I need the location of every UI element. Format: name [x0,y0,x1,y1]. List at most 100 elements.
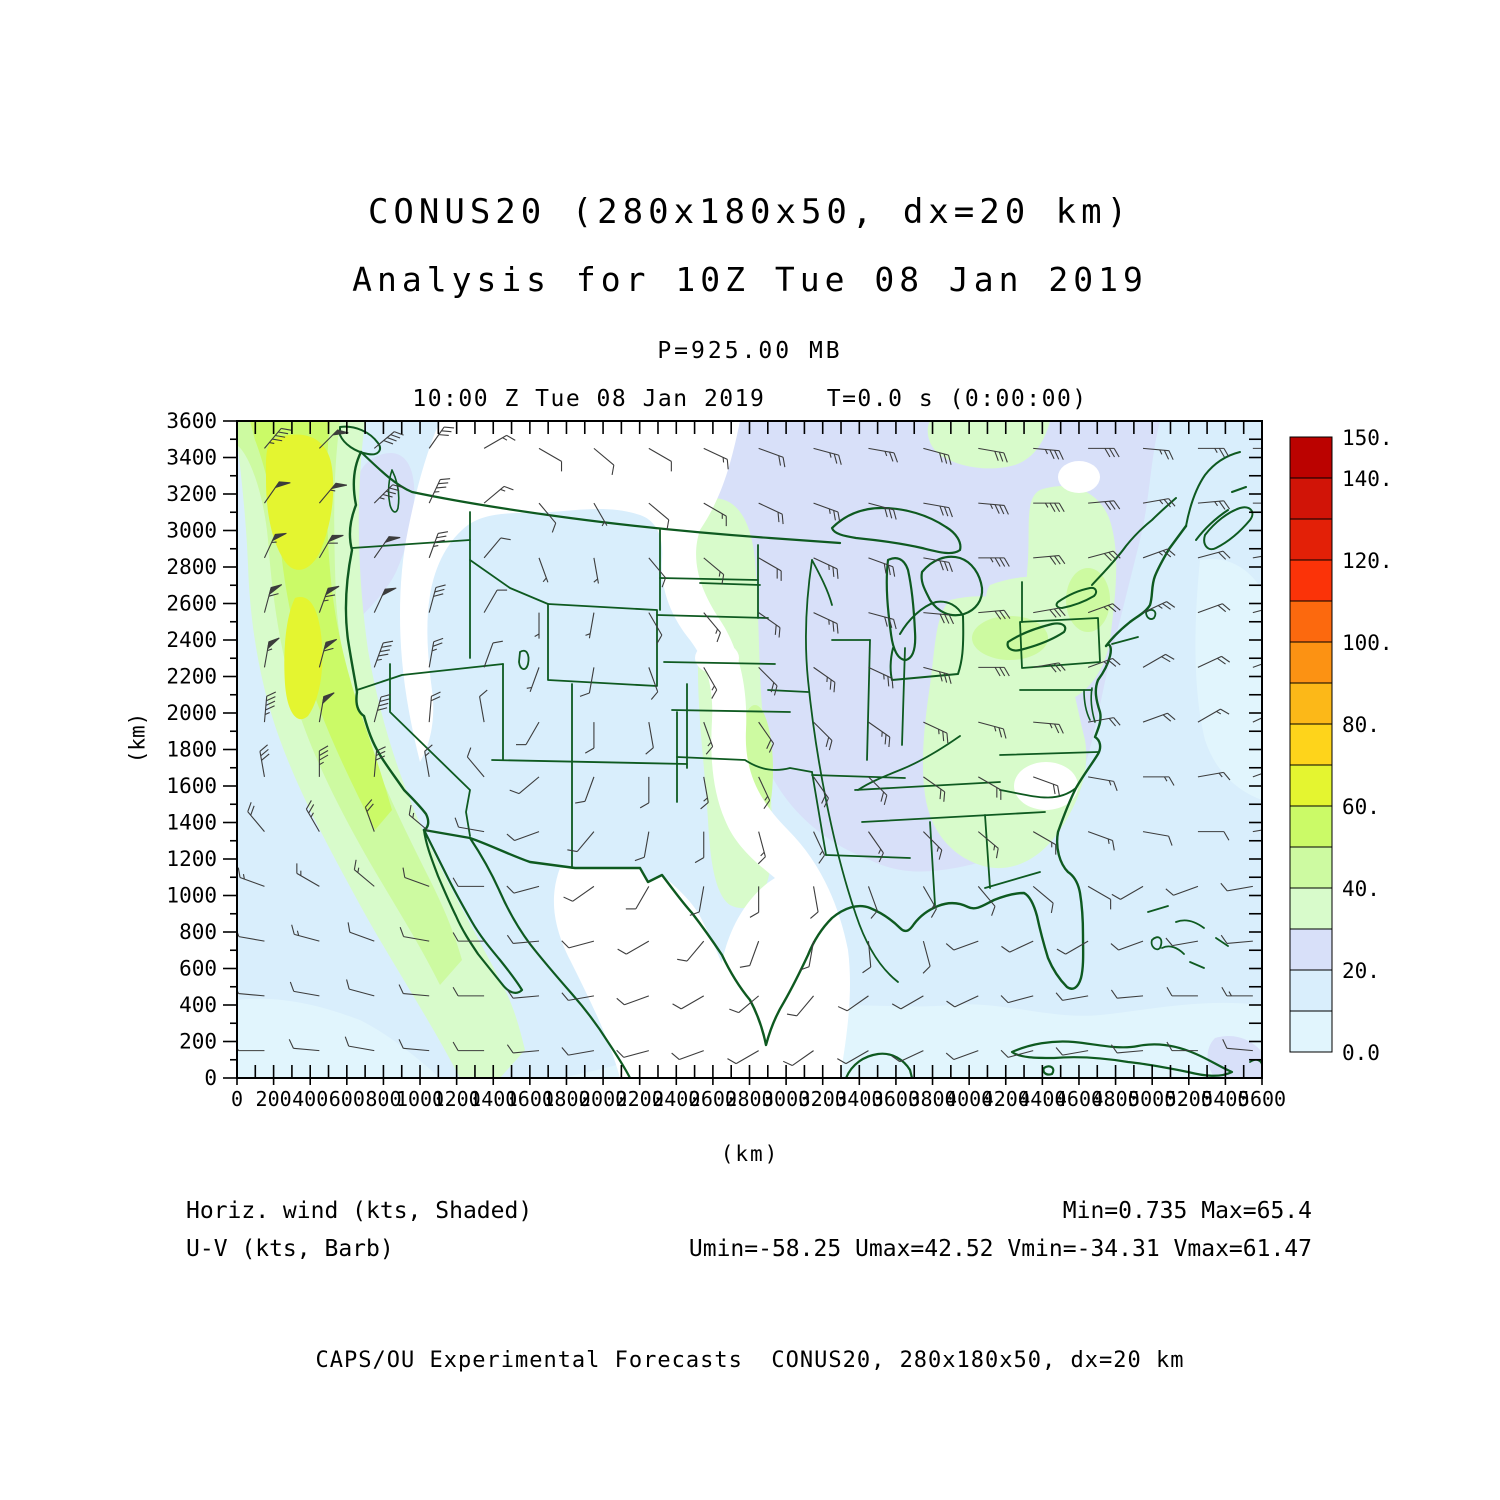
barb-full [994,451,999,461]
barb-full [281,427,292,431]
barb-full [943,672,948,683]
barb-half [1163,776,1168,782]
x-tick-label: 4800 [1091,1087,1139,1111]
barb-full [1168,450,1174,460]
barb-full [437,531,449,534]
barb-full [382,493,393,498]
x-tick-label: 2000 [579,1087,627,1111]
barb-half [323,599,329,602]
wind-barb [1252,555,1262,559]
barb-full [1003,610,1011,619]
barb-half [412,812,415,818]
x-tick-label: 1000 [396,1087,444,1111]
barb-full [891,1003,902,1010]
barb-full [825,737,830,748]
barb-full [383,640,394,644]
barb-full [265,705,275,711]
barb-full [1166,601,1176,608]
barb-full [998,727,1003,738]
barb-full [616,1049,625,1058]
y-tick-label: 400 [179,993,217,1017]
barb-full [888,618,893,628]
barb-full [1058,724,1064,734]
barb-full [441,430,452,433]
barb-half [884,451,888,457]
map-outlines [339,425,1262,1078]
barb-full [833,510,836,521]
barb-full [399,927,405,937]
barb-full [994,557,1001,567]
barb-full [616,997,625,1006]
barb-full [757,856,766,865]
colorbar-cell [1289,518,1333,561]
colorbar-label: 0.0 [1342,1041,1380,1065]
barb-full [398,984,404,994]
barb-full [1274,607,1281,614]
barb-full [434,539,445,543]
barb-full [1220,708,1230,715]
wind-barb [1120,885,1144,900]
barb-full [1222,603,1231,611]
barb-full [770,682,775,693]
wind-barb [525,721,540,745]
barb-full [656,634,663,645]
shaded-field-label: Horiz. wind (kts, Shaded) [186,1198,533,1224]
barb-full [1220,882,1228,892]
barb-full [617,948,627,955]
x-axis-label: (km) [720,1142,780,1166]
barb-full [1049,502,1056,513]
barb-full [888,508,893,519]
barb-full [943,506,949,517]
barb-full [836,568,839,579]
colorbar-cell [1289,805,1333,848]
barb-pennant [324,585,340,596]
barb-full [884,507,888,518]
barb-full [1162,714,1172,722]
barb-full [506,989,514,999]
wind-barb [1252,663,1262,668]
barb-half [1270,503,1273,507]
barb-full [672,1003,682,1010]
barb-full [999,557,1006,567]
barb-full [1112,658,1121,666]
lake-superior [830,506,962,555]
barb-half [585,633,591,636]
colorbar-label: 40. [1342,877,1380,901]
barb-full [1276,711,1284,717]
barb-full [353,859,357,870]
barb-pennant [381,587,397,597]
y-tick-label: 1800 [166,738,217,762]
barb-full [786,1013,797,1017]
barb-full [394,431,404,436]
wind-barb [466,756,485,778]
barb-full [829,679,832,690]
barb-full [1058,662,1066,671]
barb-full [1000,995,1009,1003]
barb-half [357,867,360,873]
barb-full [308,804,315,814]
gulf-of-california-coast [468,836,632,1078]
wind-barb [349,931,375,942]
barb-full [1055,992,1063,1001]
cuba [1010,1040,1234,1077]
barb-full [1222,550,1231,559]
barb-full [888,736,891,748]
colorbar-cell [1289,477,1333,520]
barb-full [661,577,667,588]
barb-full [773,685,778,696]
barb-half [433,545,439,547]
barb-half [1158,551,1163,556]
barb-full [768,743,775,753]
barb-pennant [331,429,349,436]
barb-full [778,455,782,466]
wind-barbs [237,426,1285,1067]
new-brunswick-gaspe [1185,451,1247,541]
barb-full [364,799,373,808]
barb-full [1165,653,1175,660]
barb-full [1277,768,1285,774]
barb-half [1273,770,1277,773]
colorbar-cell [1289,846,1333,889]
wind-barb [796,995,814,1017]
y-tick-label: 2600 [166,592,217,616]
